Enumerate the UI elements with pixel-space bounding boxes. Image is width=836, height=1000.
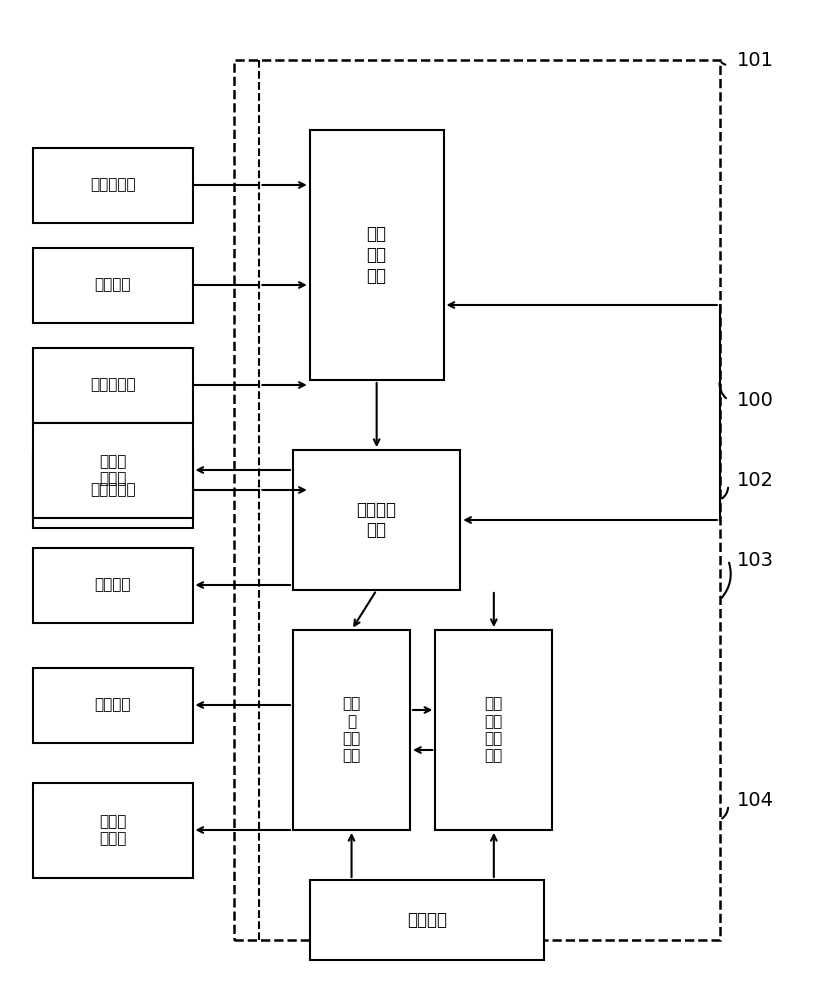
FancyBboxPatch shape (33, 668, 192, 742)
Text: 104: 104 (736, 790, 772, 810)
Text: 左转向
指示灯: 左转向 指示灯 (99, 454, 126, 486)
Text: 闪光
频率
控制
单元: 闪光 频率 控制 单元 (484, 696, 502, 764)
Text: 车速传感器: 车速传感器 (90, 178, 135, 192)
Text: 左转向开关: 左转向开关 (90, 377, 135, 392)
Text: 101: 101 (736, 50, 772, 70)
FancyBboxPatch shape (33, 548, 192, 622)
Text: 103: 103 (736, 550, 772, 570)
Text: 右转向灯: 右转向灯 (94, 698, 131, 712)
FancyBboxPatch shape (435, 630, 552, 830)
Text: 信号
输入
单元: 信号 输入 单元 (366, 225, 386, 285)
FancyBboxPatch shape (293, 450, 460, 590)
FancyBboxPatch shape (293, 630, 410, 830)
FancyBboxPatch shape (33, 348, 192, 422)
Text: 102: 102 (736, 471, 772, 489)
FancyBboxPatch shape (309, 880, 543, 960)
FancyBboxPatch shape (33, 452, 192, 527)
FancyBboxPatch shape (33, 422, 192, 518)
Text: 电源单元: 电源单元 (406, 911, 446, 929)
Text: 报警开关: 报警开关 (94, 277, 131, 292)
Text: 转向
灯
控制
单元: 转向 灯 控制 单元 (342, 696, 360, 764)
Text: 左转向灯: 左转向灯 (94, 578, 131, 592)
Text: 智能控制
单元: 智能控制 单元 (356, 501, 396, 539)
FancyBboxPatch shape (33, 247, 192, 322)
Text: 右转向开关: 右转向开关 (90, 483, 135, 497)
FancyBboxPatch shape (309, 130, 443, 380)
FancyBboxPatch shape (33, 148, 192, 223)
Text: 右转向
指示灯: 右转向 指示灯 (99, 814, 126, 846)
FancyBboxPatch shape (33, 782, 192, 878)
Text: 100: 100 (736, 390, 772, 410)
